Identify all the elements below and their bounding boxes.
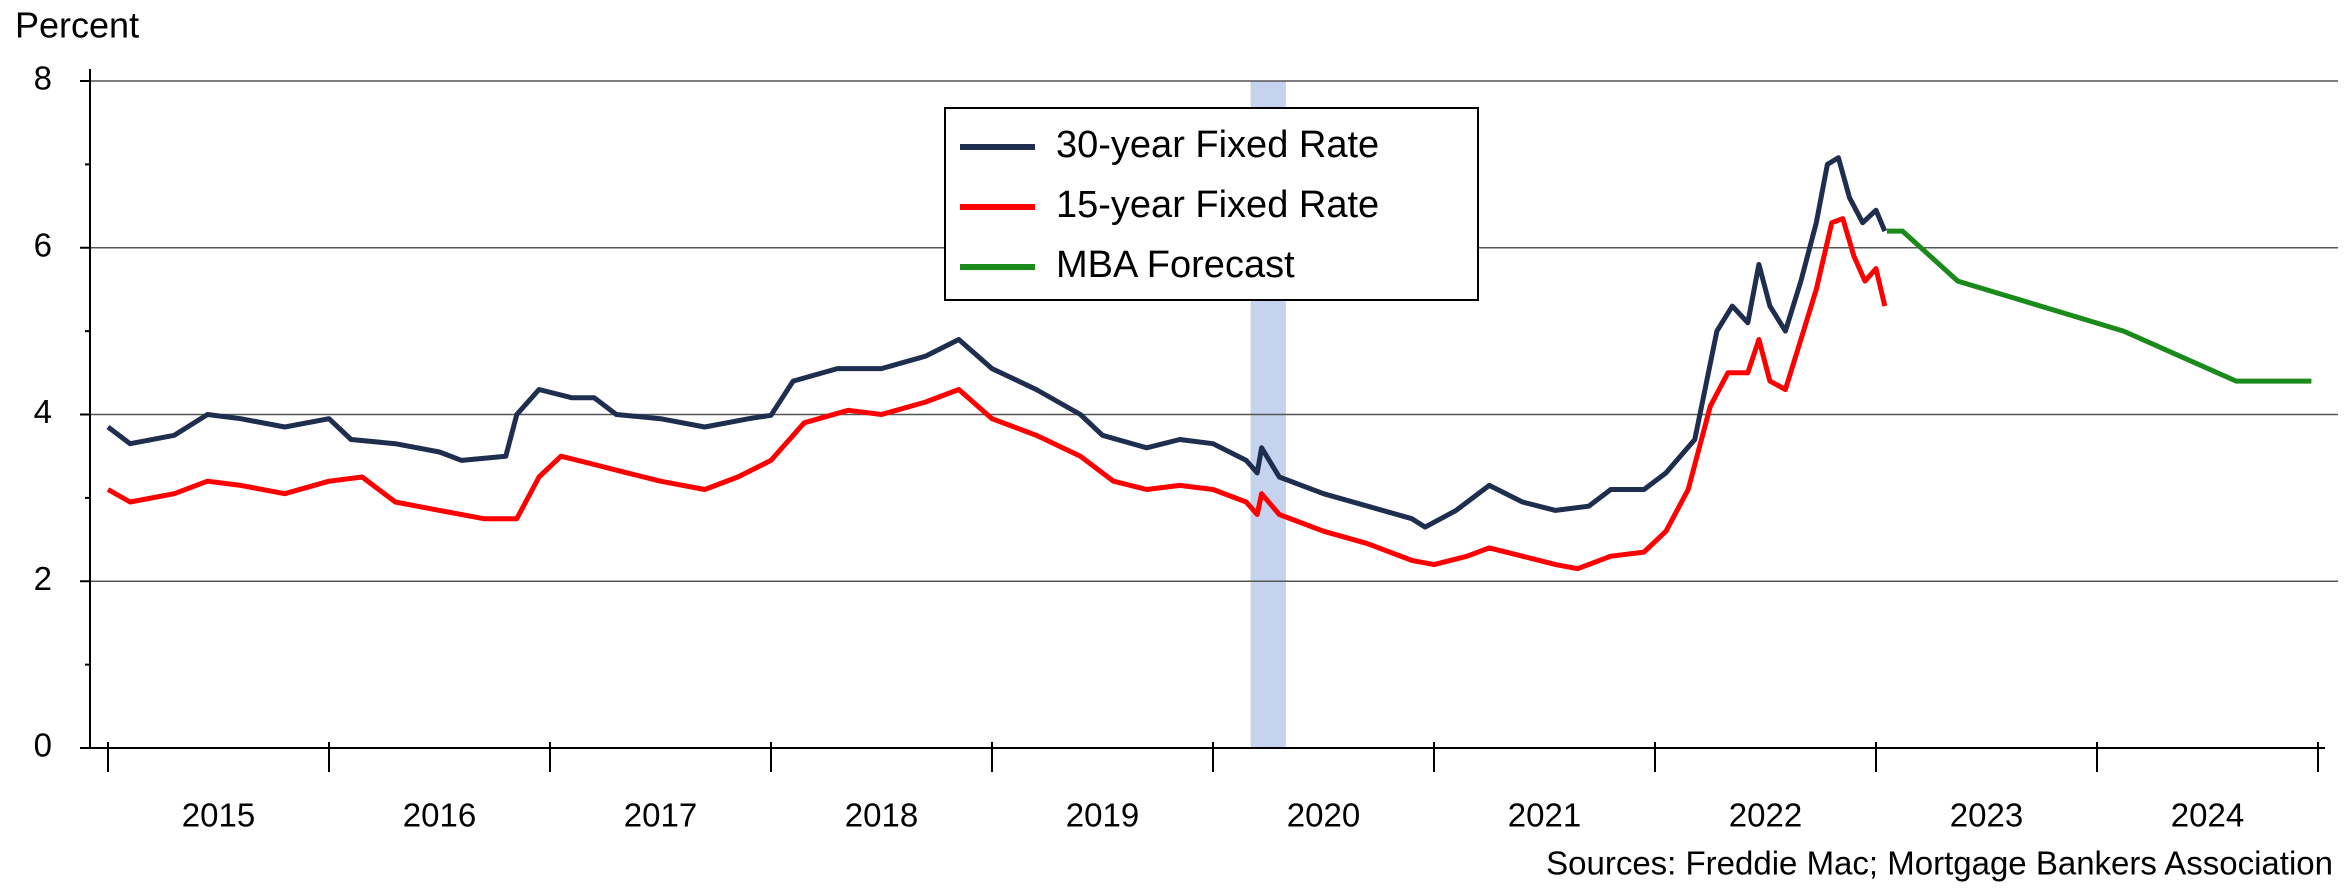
x-tick-label: 2024 [2171, 797, 2244, 834]
x-tick-label: 2016 [403, 797, 476, 834]
series-line [106, 155, 1888, 530]
y-tick-label: 4 [34, 393, 52, 430]
legend-label: MBA Forecast [1056, 244, 1295, 286]
series-line [1887, 228, 2312, 384]
y-tick-label: 8 [34, 60, 52, 97]
x-tick-label: 2019 [1066, 797, 1139, 834]
legend-label: 15-year Fixed Rate [1056, 184, 1379, 226]
y-tick-label: 0 [34, 727, 52, 764]
x-tick-label: 2018 [845, 797, 918, 834]
y-axis-label: Percent [15, 5, 139, 46]
legend-label: 30-year Fixed Rate [1056, 124, 1379, 166]
x-tick-label: 2023 [1950, 797, 2023, 834]
x-tick-label: 2020 [1287, 797, 1360, 834]
series-line [106, 216, 1888, 572]
y-tick-label: 6 [34, 226, 52, 263]
y-tick-label: 2 [34, 560, 52, 597]
x-tick-label: 2021 [1508, 797, 1581, 834]
x-tick-label: 2017 [624, 797, 697, 834]
x-tick-label: 2022 [1729, 797, 1802, 834]
legend: 30-year Fixed Rate 15-year Fixed Rate MBA … [944, 107, 1479, 301]
source-note: Sources: Freddie Mac; Mortgage Bankers A… [1546, 845, 2333, 882]
x-tick-label: 2015 [182, 797, 255, 834]
